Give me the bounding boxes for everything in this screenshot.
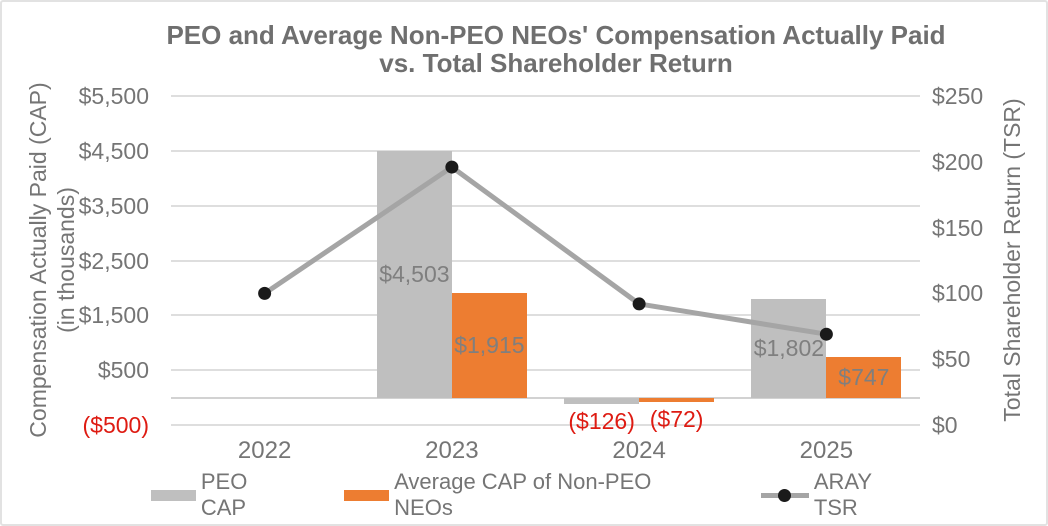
non-peo-cap-bar bbox=[451, 292, 527, 398]
gridline bbox=[171, 204, 920, 207]
chart-title-line2: vs. Total Shareholder Return bbox=[379, 48, 733, 78]
legend-label-peo-cap: PEO CAP bbox=[200, 469, 248, 520]
right-axis-tick-label: $200 bbox=[932, 148, 984, 175]
right-axis-tick-label: $100 bbox=[932, 280, 984, 307]
left-axis-tick-label: $4,500 bbox=[78, 137, 149, 164]
legend-item-peo-cap: PEO CAP bbox=[151, 469, 298, 521]
x-axis-line bbox=[171, 396, 920, 399]
tsr-marker bbox=[445, 160, 459, 174]
bar-value-label: $1,802 bbox=[753, 335, 825, 362]
legend-label-aray-tsr: ARAY TSR bbox=[813, 469, 872, 520]
tsr-marker bbox=[819, 327, 833, 341]
right-axis-tick-label: $250 bbox=[932, 83, 984, 109]
tsr-line-swatch-icon bbox=[760, 488, 809, 502]
non-peo-cap-swatch-icon bbox=[344, 489, 390, 501]
left-axis-tick-label: $500 bbox=[97, 357, 149, 384]
gridline bbox=[171, 95, 920, 97]
left-axis-tick-label: $2,500 bbox=[78, 247, 149, 274]
right-axis-tick-label: $0 bbox=[932, 412, 958, 438]
chart-title: PEO and Average Non-PEO NEOs' Compensati… bbox=[136, 21, 976, 77]
x-axis-category-label: 2022 bbox=[237, 437, 292, 464]
left-axis-tick-label: $3,500 bbox=[78, 192, 149, 219]
tsr-marker bbox=[258, 286, 272, 300]
non-peo-cap-bar bbox=[639, 397, 715, 402]
x-axis-category-label: 2024 bbox=[612, 437, 666, 464]
peo-cap-bar bbox=[751, 298, 827, 398]
bar-value-label: $747 bbox=[838, 364, 890, 391]
bar-value-label: ($126) bbox=[568, 408, 635, 435]
bar-value-label: $1,915 bbox=[454, 332, 525, 359]
left-axis-tick-label: $5,500 bbox=[78, 83, 149, 109]
bar-value-label: ($72) bbox=[649, 405, 704, 432]
tsr-line bbox=[263, 164, 827, 337]
left-axis-tick-label: ($500) bbox=[82, 412, 149, 438]
gridline bbox=[171, 424, 920, 426]
gridline bbox=[171, 259, 920, 262]
x-axis-category-label: 2025 bbox=[799, 437, 854, 464]
gridline bbox=[171, 314, 920, 317]
tsr-marker bbox=[632, 297, 646, 311]
right-axis-tick-label: $150 bbox=[932, 214, 984, 241]
right-axis-tick-label: $50 bbox=[932, 346, 971, 373]
left-axis-tick-label: $1,500 bbox=[78, 302, 149, 329]
peo-cap-bar bbox=[564, 397, 640, 405]
peo-cap-swatch-icon bbox=[151, 489, 196, 501]
non-peo-cap-bar bbox=[826, 356, 902, 398]
legend-item-aray-tsr: ARAY TSR bbox=[760, 469, 921, 521]
x-axis-category-label: 2023 bbox=[425, 437, 479, 464]
chart-title-line1: PEO and Average Non-PEO NEOs' Compensati… bbox=[166, 20, 946, 50]
legend-item-non-peo-cap: Average CAP of Non-PEO NEOs bbox=[344, 469, 715, 521]
gridline bbox=[171, 149, 920, 152]
bar-value-label: $4,503 bbox=[379, 261, 450, 288]
legend-label-non-peo-cap: Average CAP of Non-PEO NEOs bbox=[394, 469, 652, 520]
legend: PEO CAP Average CAP of Non-PEO NEOs ARAY… bbox=[151, 469, 921, 520]
gridline bbox=[171, 369, 920, 372]
